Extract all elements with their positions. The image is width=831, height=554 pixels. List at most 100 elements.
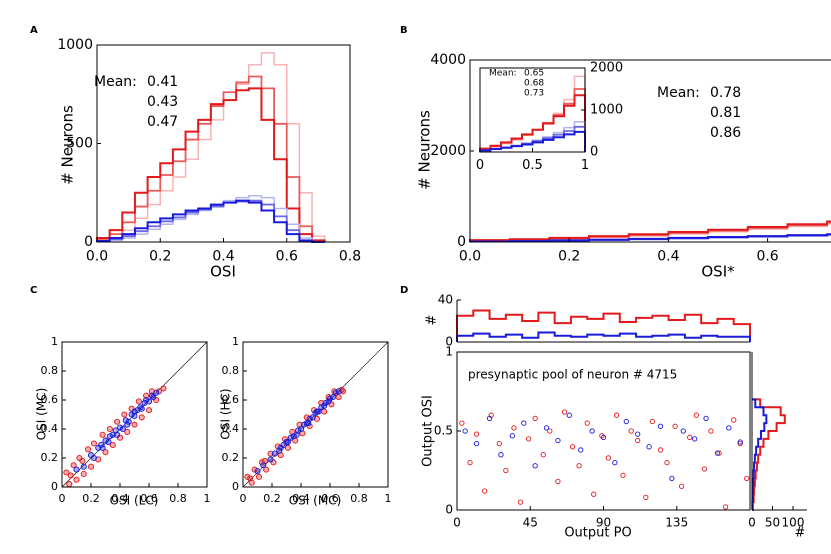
scatter-point [263, 466, 270, 473]
scatter-point [532, 415, 538, 422]
scatter-point [703, 415, 709, 422]
scatter-point [292, 437, 299, 444]
scatter-point [744, 475, 750, 482]
scatter-point [498, 452, 504, 458]
scatter-point [114, 431, 121, 438]
x-tick-label: 1 [581, 158, 589, 173]
scatter-point [79, 457, 86, 464]
axes-frame [61, 341, 208, 488]
annotation: presynaptic pool of neuron # 4715 [468, 368, 677, 382]
x-tick-label: 0.8 [339, 249, 361, 265]
x-tick-label: 0.8 [350, 492, 368, 505]
scatter-point [623, 418, 629, 425]
y-tick-label: 500 [66, 136, 93, 152]
scatter-point [591, 491, 597, 497]
scatter-point [467, 459, 473, 466]
x-tick-label: 0.2 [149, 249, 171, 265]
x-tick-label: 0.8 [169, 492, 187, 505]
y-tick-label: 0.8 [41, 364, 59, 377]
scatter-point [325, 398, 332, 405]
scatter-point [693, 412, 699, 418]
x-axis-label: OSI (LC) [110, 494, 159, 508]
scatter-point [141, 399, 148, 406]
scatter-point [293, 431, 300, 438]
scatter-point [635, 437, 641, 444]
annotation: Mean: [657, 85, 700, 101]
scatter-point [119, 425, 126, 433]
scatter-point [680, 428, 686, 434]
scatter-point [578, 447, 584, 453]
scatter-point [80, 463, 87, 470]
scatter-point [584, 420, 590, 426]
annotation: 0.78 [710, 85, 741, 101]
scatter-point [153, 389, 160, 396]
scatter-point [726, 425, 732, 431]
scatter-point [672, 423, 678, 429]
scatter-point [289, 428, 296, 435]
scatter-point [339, 388, 347, 395]
y-tick-label: 0.6 [41, 393, 59, 406]
y-tick-label: 0.4 [41, 422, 59, 435]
x-tick-label: 0.2 [263, 492, 281, 505]
scatter-point [657, 447, 664, 453]
x-axis-label: OSI* [701, 263, 735, 281]
y-tick-label: 0.6 [222, 393, 240, 406]
histogram-step [751, 398, 786, 511]
scatter-point [306, 415, 313, 422]
scatter-point [543, 425, 550, 431]
scatter-point [643, 494, 649, 501]
histogram-step [479, 130, 586, 152]
scatter-point [473, 431, 480, 437]
scatter-point [322, 399, 329, 406]
scatter-point [260, 462, 267, 469]
scatter-point [692, 436, 698, 442]
x-tick-label: 45 [523, 515, 538, 529]
panel-label: D [400, 285, 408, 296]
x-tick-label: 100 [782, 515, 805, 529]
scatter-point [737, 439, 743, 445]
y-axis-label: OSI (HC) [219, 388, 233, 439]
scatter-point [299, 430, 306, 437]
scatter-point [646, 444, 652, 450]
scatter-point [116, 424, 124, 431]
y-tick-label: 4000 [430, 52, 466, 68]
annotation: 0.81 [710, 105, 741, 121]
scatter-point [496, 440, 502, 447]
annotation: 0.68 [524, 79, 544, 89]
x-tick-label: 0.2 [82, 492, 100, 505]
scatter-point [649, 418, 655, 425]
histogram-step [96, 194, 325, 243]
x-tick-label: 1 [385, 492, 392, 505]
y-tick-label: 0 [590, 145, 598, 160]
scatter-point [628, 428, 634, 434]
scatter-point [300, 421, 307, 428]
histogram-step [456, 309, 751, 342]
y-axis-label: # Neurons [416, 110, 434, 190]
annotation: Mean: [94, 74, 137, 90]
scatter-point [124, 428, 131, 435]
annotation: 0.73 [524, 89, 544, 99]
scatter-point [635, 431, 641, 437]
scatter-point [267, 450, 274, 457]
y-tick-label: 1000 [57, 37, 93, 53]
scatter-point [295, 427, 302, 434]
scatter-point [251, 466, 258, 473]
panel-label: A [30, 25, 38, 36]
x-tick-label: 0.4 [111, 492, 129, 505]
scatter-point [131, 408, 138, 415]
x-axis-label: Output PO [564, 526, 631, 541]
y-tick-label: 0 [51, 480, 58, 493]
x-axis-label: # [795, 526, 806, 541]
scatter-point [612, 459, 618, 466]
x-tick-label: 0 [748, 515, 756, 529]
scatter-point [576, 463, 582, 469]
x-tick-label: 0.6 [321, 492, 339, 505]
scatter-point [482, 488, 488, 494]
scatter-point [102, 437, 109, 444]
scatter-point [503, 467, 509, 474]
x-axis-label: OSI [210, 263, 236, 281]
scatter-point [321, 408, 328, 415]
scatter-point [284, 444, 292, 451]
scatter-point [277, 444, 284, 451]
scatter-point [255, 473, 263, 480]
